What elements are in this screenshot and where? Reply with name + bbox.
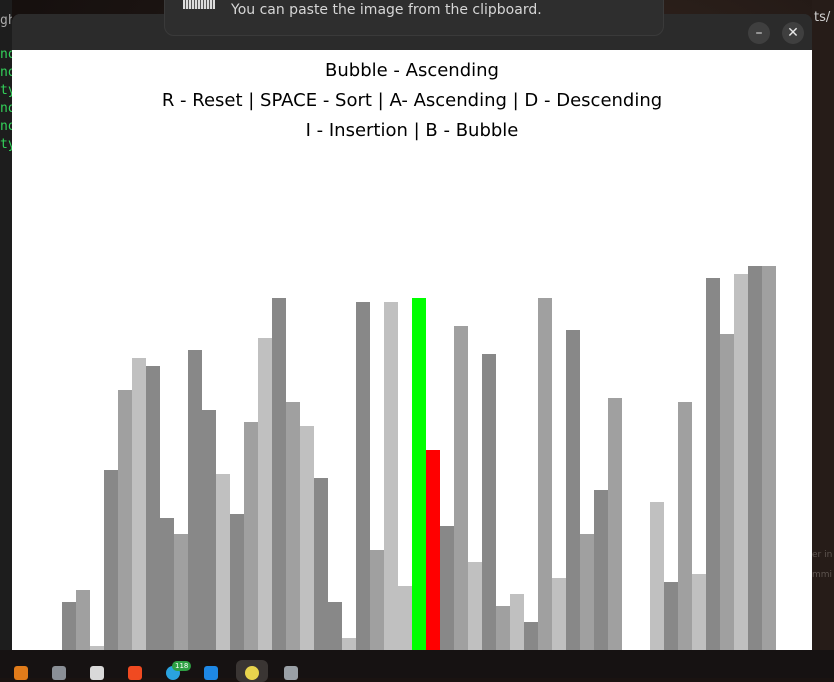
taskbar: 118 <box>0 650 834 682</box>
bar <box>706 278 720 650</box>
bar <box>90 646 104 650</box>
bar <box>342 638 356 650</box>
bar <box>482 354 496 650</box>
minimize-button[interactable]: – <box>748 22 770 44</box>
bar <box>762 266 776 650</box>
bar-chart <box>12 50 812 650</box>
bar <box>510 594 524 650</box>
bar <box>538 298 552 650</box>
background-window: ts/ er in mmi <box>812 0 834 678</box>
bar <box>608 398 622 650</box>
bar <box>216 474 230 650</box>
bar <box>76 590 90 650</box>
bar <box>132 358 146 650</box>
bar <box>370 550 384 650</box>
bar <box>286 402 300 650</box>
bar <box>678 402 692 650</box>
clipboard-notification[interactable]: You can paste the image from the clipboa… <box>164 0 664 36</box>
bar <box>188 350 202 650</box>
bar <box>118 390 132 650</box>
bar <box>104 470 118 650</box>
background-window-text: mmi <box>812 570 833 580</box>
bar <box>426 450 440 650</box>
bar <box>174 534 188 650</box>
bar <box>356 302 370 650</box>
archive-icon[interactable] <box>284 666 298 680</box>
terminal-head: gh <box>0 13 12 28</box>
bar <box>650 502 664 650</box>
brave-icon[interactable] <box>128 666 142 680</box>
bar <box>62 602 76 650</box>
bar <box>664 582 678 650</box>
bar <box>230 514 244 650</box>
sorting-visualizer-window[interactable]: – ✕ Bubble - Ascending R - Reset | SPACE… <box>12 14 812 650</box>
bar <box>454 326 468 650</box>
close-button[interactable]: ✕ <box>782 22 804 44</box>
bar <box>524 622 538 650</box>
bar <box>594 490 608 650</box>
bar <box>202 410 216 650</box>
notification-message: You can paste the image from the clipboa… <box>231 2 542 18</box>
bar <box>468 562 482 650</box>
bar <box>692 574 706 650</box>
bar <box>580 534 594 650</box>
background-window-text: ts/ <box>814 10 831 25</box>
terminal-line: no <box>0 65 12 80</box>
bar <box>328 602 342 650</box>
bar <box>244 422 258 650</box>
background-window-text: er in <box>812 550 833 560</box>
controls-help-text: R - Reset | SPACE - Sort | A- Ascending … <box>161 90 663 111</box>
terminal-line: ty <box>0 83 12 98</box>
background-terminal: gh no no ty no no ty <box>0 0 12 678</box>
sort-mode-label: Bubble - Ascending <box>325 60 499 81</box>
telegram-badge: 118 <box>172 661 192 671</box>
bar <box>384 302 398 650</box>
visualizer-canvas[interactable]: Bubble - Ascending R - Reset | SPACE - S… <box>12 50 812 650</box>
bar <box>566 330 580 650</box>
gimp-icon[interactable] <box>245 666 259 680</box>
writer-icon[interactable] <box>204 666 218 680</box>
bar <box>552 578 566 650</box>
algorithms-help-text: I - Insertion | B - Bubble <box>305 120 519 141</box>
bar <box>258 338 272 650</box>
notification-thumbnail <box>183 0 215 9</box>
terminal-line: no <box>0 101 12 116</box>
bar <box>748 266 762 650</box>
terminal-line: no <box>0 119 12 134</box>
terminal-line: no <box>0 47 12 62</box>
bar <box>440 526 454 650</box>
bar <box>734 274 748 650</box>
calendar-icon[interactable] <box>90 666 104 680</box>
bar <box>146 366 160 650</box>
vlc-icon[interactable] <box>14 666 28 680</box>
bar <box>160 518 174 650</box>
files-icon[interactable] <box>52 666 66 680</box>
bar <box>398 586 412 650</box>
bar <box>496 606 510 650</box>
bar <box>412 298 426 650</box>
bar <box>314 478 328 650</box>
bar <box>720 334 734 650</box>
terminal-line: ty <box>0 137 12 152</box>
bar <box>272 298 286 650</box>
bar <box>300 426 314 650</box>
